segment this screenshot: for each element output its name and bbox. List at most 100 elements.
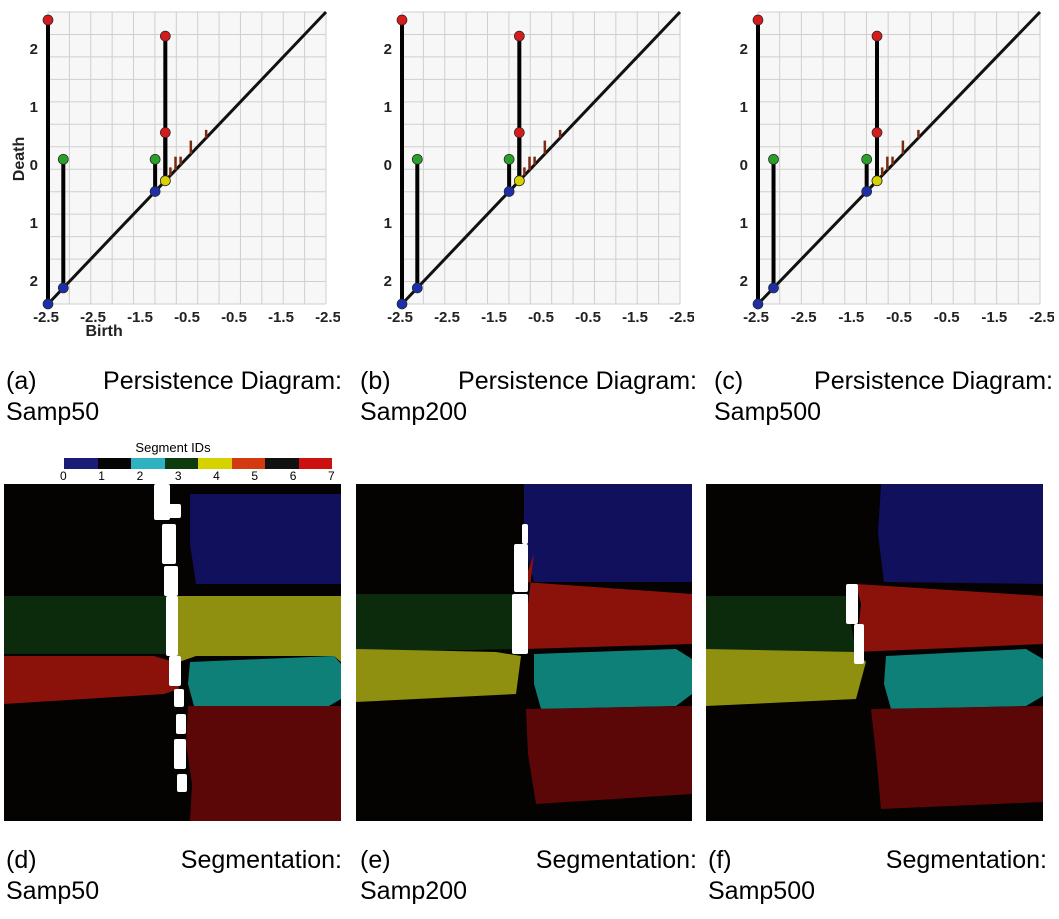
legend-swatch: [298, 458, 332, 469]
birth-point: [503, 186, 515, 197]
x-tick-label: -2.5: [315, 309, 340, 326]
persistence-pair: [752, 14, 764, 310]
persistence-pair: [42, 14, 54, 310]
segment-region-teal: [534, 649, 692, 709]
boundary-crack: [176, 714, 186, 734]
x-tick-label: -1.5: [838, 309, 864, 326]
segment-region-teal: [884, 649, 1043, 709]
x-tick-label: -2.5: [1029, 309, 1054, 326]
x-tick-label: -0.5: [528, 309, 554, 326]
boundary-crack: [522, 524, 528, 544]
segment-region-navy: [190, 494, 341, 584]
persistence-diagram-svg: -2.5 -2.5 -1.5 -0.5 -0.5 -1.5 -2.5 2 1 0 1 2: [740, 10, 1055, 326]
segmentation-samp500: [706, 484, 1043, 821]
y-tick-label: 0: [740, 157, 748, 174]
legend-label: 6: [289, 469, 297, 483]
boundary-crack: [174, 689, 184, 707]
caption-tag: (f): [708, 846, 732, 874]
boundary-crack: [174, 739, 186, 769]
x-tick-label: -1.5: [622, 309, 648, 326]
legend-label: 7: [328, 469, 335, 483]
y-tick-label: 1: [384, 99, 392, 116]
caption-tag: (c): [714, 367, 744, 395]
x-tick-label: -1.5: [268, 309, 294, 326]
persistence-pair: [503, 153, 515, 197]
y-tick-label: 1: [30, 215, 38, 232]
birth-point: [149, 186, 161, 197]
birth-point: [159, 175, 171, 187]
y-tick-label: 2: [30, 273, 38, 290]
boundary-crack: [169, 504, 181, 518]
caption-dataset: Samp50: [6, 877, 100, 905]
death-point: [513, 127, 525, 138]
segment-region-dark_green: [4, 596, 174, 654]
caption-text: Persistence Diagram:: [458, 367, 697, 395]
birth-point: [871, 175, 883, 187]
x-tick-label: -0.5: [575, 309, 601, 326]
segmentation-image: [706, 484, 1043, 821]
x-tick-label: -2.5: [669, 309, 694, 326]
x-tick-label: -2.5: [80, 309, 106, 326]
y-tick-label: 1: [740, 99, 748, 116]
birth-point: [513, 175, 525, 187]
caption-c: (c) Persistence Diagram: Samp500: [714, 366, 1053, 428]
segmentation-image: [356, 484, 692, 821]
caption-b: (b) Persistence Diagram: Samp200: [360, 366, 697, 428]
boundary-crack: [846, 584, 858, 624]
persistence-diagram-samp50: -2.5 -2.5 -1.5 -0.5 -0.5 -1.5 -2.5 2 1 0 1 2 Birth De…: [4, 4, 341, 342]
segment-region-dark_red: [871, 706, 1043, 809]
persistence-pair: [411, 153, 423, 294]
y-tick-label: 2: [740, 41, 748, 58]
legend-color-bar: [64, 458, 332, 469]
caption-text: Segmentation:: [535, 846, 697, 874]
x-tick-label: -2.5: [387, 309, 413, 326]
birth-point: [57, 282, 69, 294]
segment-region-red: [856, 584, 1043, 652]
persistence-pair: [861, 153, 873, 197]
legend-label: 1: [98, 469, 105, 483]
y-tick-label: 0: [384, 157, 392, 174]
birth-point: [861, 186, 873, 197]
persistence-diagram-samp200: -2.5 -2.5 -1.5 -0.5 -0.5 -1.5 -2.5 2 1 0 1 2: [358, 4, 695, 342]
death-point: [871, 127, 883, 138]
diagonal-line: [400, 10, 682, 306]
persistence-pair: [768, 153, 779, 294]
death-point: [503, 153, 515, 165]
boundary-crack: [162, 524, 176, 564]
boundary-crack: [177, 774, 187, 792]
legend-label: 2: [136, 469, 144, 483]
birth-point: [768, 282, 779, 294]
death-point: [411, 153, 423, 165]
x-tick-label: -2.5: [33, 309, 59, 326]
diagonal-line: [46, 10, 328, 306]
caption-text: Persistence Diagram:: [814, 367, 1053, 395]
segment-region-dark_red: [526, 706, 692, 804]
legend-label: 5: [251, 469, 259, 483]
grid: [757, 11, 1041, 305]
x-tick-label: -2.5: [434, 309, 460, 326]
legend-swatch: [164, 458, 198, 469]
x-tick-label: -0.5: [934, 309, 960, 326]
death-point: [149, 153, 161, 165]
caption-dataset: Samp500: [714, 398, 822, 426]
death-point: [752, 14, 764, 26]
x-tick-label: -2.5: [791, 309, 817, 326]
segment-region-navy: [524, 484, 692, 582]
segment-region-olive: [169, 596, 341, 662]
birth-point: [42, 298, 54, 310]
segmentation-samp200: [356, 484, 692, 821]
boundary-crack: [166, 596, 178, 656]
persistence-pair: [871, 127, 883, 187]
y-tick-label: 1: [30, 99, 38, 116]
x-tick-label: -0.5: [221, 309, 247, 326]
boundary-crack: [854, 624, 864, 664]
boundary-crack: [164, 566, 178, 596]
persistence-pair: [513, 127, 525, 187]
x-tick-label: -1.5: [981, 309, 1007, 326]
persistence-pair: [57, 153, 69, 294]
boundary-crack: [169, 656, 181, 686]
segmentation-samp50: [4, 484, 341, 821]
diagonal-line: [756, 10, 1042, 306]
caption-dataset: Samp200: [360, 877, 468, 905]
death-point: [861, 153, 873, 165]
